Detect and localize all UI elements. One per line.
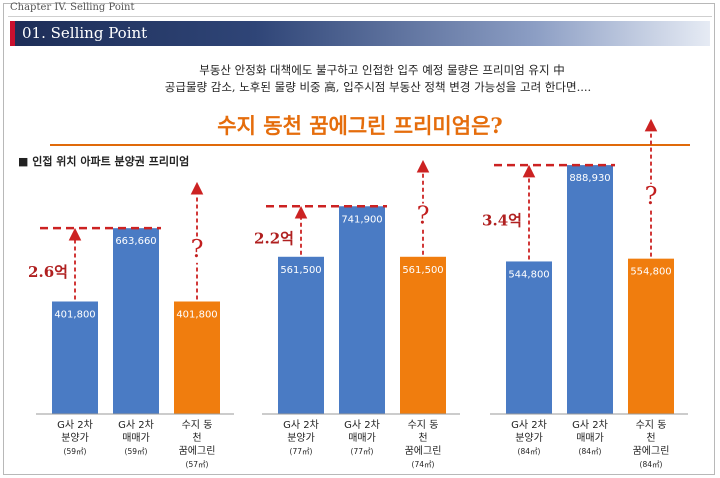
category-label: 분양가 bbox=[515, 432, 543, 444]
category-label: (84㎡) bbox=[579, 447, 602, 456]
bar bbox=[567, 165, 613, 414]
category-label: 매매가 bbox=[576, 432, 604, 444]
question-mark: ? bbox=[417, 202, 430, 230]
category-label: (77㎡) bbox=[351, 447, 374, 456]
category-label: 천 bbox=[646, 432, 655, 444]
category-label: (59㎡) bbox=[125, 447, 148, 456]
bar-value-label: 401,800 bbox=[176, 309, 217, 320]
category-label: (59㎡) bbox=[64, 447, 87, 456]
question-mark: ? bbox=[645, 182, 658, 210]
category-label: 꿈에그린 bbox=[633, 445, 670, 457]
category-label: (57㎡) bbox=[186, 460, 209, 469]
question-mark-backdrop bbox=[188, 236, 206, 263]
bar bbox=[400, 256, 446, 414]
category-label: G사 2차 bbox=[118, 419, 154, 431]
slide-frame bbox=[3, 3, 715, 475]
bar bbox=[174, 301, 220, 414]
premium-label: 2.6억 bbox=[28, 263, 68, 281]
category-label: G사 2차 bbox=[572, 419, 608, 431]
category-label: 분양가 bbox=[61, 432, 89, 444]
question-heading: 수지 동천 꿈에그린 프리미엄은? bbox=[217, 113, 503, 138]
bar bbox=[506, 261, 552, 414]
bar-value-label: 561,500 bbox=[402, 265, 443, 276]
bar-value-label: 663,660 bbox=[115, 236, 156, 247]
category-label: 분양가 bbox=[287, 432, 315, 444]
chapter-rule bbox=[8, 16, 712, 17]
question-mark-backdrop bbox=[642, 183, 660, 210]
section-accent-mark bbox=[10, 21, 15, 46]
bar-value-label: 544,800 bbox=[508, 269, 549, 280]
bar bbox=[52, 301, 98, 414]
bar-value-label: 888,930 bbox=[569, 173, 610, 184]
bar-value-label: 561,500 bbox=[280, 265, 321, 276]
category-label: 매매가 bbox=[122, 432, 150, 444]
premium-label: 3.4억 bbox=[482, 211, 522, 229]
bar-value-label: 554,800 bbox=[630, 267, 671, 278]
category-label: (77㎡) bbox=[290, 447, 313, 456]
intro-line-2: 공급물량 감소, 노후된 물량 비중 高, 입주시점 부동산 정책 변경 가능성… bbox=[164, 80, 592, 94]
category-label: 수지 동 bbox=[408, 419, 439, 431]
chapter-label: Chapter IV. Selling Point bbox=[10, 2, 135, 13]
bar bbox=[278, 256, 324, 414]
category-label: G사 2차 bbox=[57, 419, 93, 431]
category-label: (84㎡) bbox=[518, 447, 541, 456]
premium-label: 2.2억 bbox=[254, 230, 294, 248]
bar-value-label: 401,800 bbox=[54, 309, 95, 320]
category-label: G사 2차 bbox=[344, 419, 380, 431]
section-title: 01. Selling Point bbox=[22, 24, 148, 42]
bar-value-label: 741,900 bbox=[341, 214, 382, 225]
category-label: (84㎡) bbox=[640, 460, 663, 469]
category-label: 꿈에그린 bbox=[405, 445, 442, 457]
bar bbox=[628, 258, 674, 414]
section-header-bar: 01. Selling Point bbox=[10, 21, 710, 46]
question-mark-backdrop bbox=[414, 203, 432, 230]
category-label: G사 2차 bbox=[283, 419, 319, 431]
bar bbox=[113, 228, 159, 414]
category-label: 수지 동 bbox=[636, 419, 667, 431]
category-label: G사 2차 bbox=[511, 419, 547, 431]
bar bbox=[339, 206, 385, 414]
question-mark: ? bbox=[191, 235, 204, 263]
question-underline bbox=[50, 144, 690, 146]
chart-sub-heading: ■ 인접 위치 아파트 분양권 프리미엄 bbox=[18, 155, 190, 168]
category-label: 수지 동 bbox=[182, 419, 213, 431]
category-label: 꿈에그린 bbox=[179, 445, 216, 457]
category-label: (74㎡) bbox=[412, 460, 435, 469]
category-label: 매매가 bbox=[348, 432, 376, 444]
intro-line-1: 부동산 안정화 대책에도 불구하고 인접한 입주 예정 물량은 프리미엄 유지 … bbox=[199, 63, 565, 77]
category-label: 천 bbox=[192, 432, 201, 444]
category-label: 천 bbox=[418, 432, 427, 444]
